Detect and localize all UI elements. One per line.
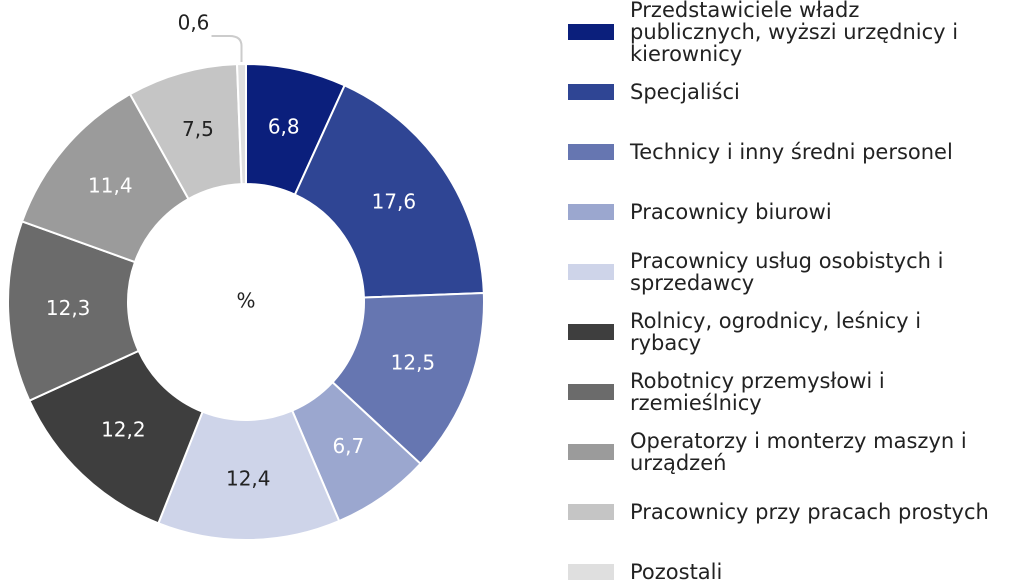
legend-label: Specjaliści <box>630 80 740 104</box>
legend-item: Pracownicy przy pracach prostych <box>568 501 1013 523</box>
legend-swatch <box>568 264 614 280</box>
chart: 6,8 17,6 12,5 6,7 12,4 12,2 12,3 11,4 7,5 0,6% <box>7 11 485 541</box>
legend-swatch <box>568 324 614 340</box>
legend-swatch <box>568 84 614 100</box>
legend-item: Technicy i inny średni personel <box>568 141 1013 163</box>
data-label: 6,7 <box>332 434 364 458</box>
legend-swatch <box>568 444 614 460</box>
leader-line <box>211 35 243 63</box>
data-label: 11,4 <box>88 173 133 197</box>
legend-swatch <box>568 504 614 520</box>
data-label: 12,2 <box>101 417 146 441</box>
legend-label: Robotnicy przemysłowi i rzemieślnicy <box>630 369 885 415</box>
legend-swatch <box>568 144 614 160</box>
slice <box>235 62 247 186</box>
legend-label: Operatorzy i monterzy maszyn i urządzeń <box>630 429 967 475</box>
data-label: 6,8 <box>268 115 300 139</box>
legend-item: Rolnicy, ogrodnicy, leśnicy i rybacy <box>568 310 1013 354</box>
center-label: % <box>236 289 255 313</box>
legend-item: Specjaliści <box>568 81 1013 103</box>
legend-item: Pracownicy biurowi <box>568 201 1013 223</box>
legend-swatch <box>568 24 614 40</box>
legend-item: Przedstawiciele władz publicznych, wyższ… <box>568 0 1013 65</box>
legend-item: Pozostali <box>568 561 1013 581</box>
legend-label: Pracownicy usług osobistych i sprzedawcy <box>630 249 944 295</box>
slice <box>28 349 204 525</box>
data-label: 17,6 <box>372 189 417 213</box>
data-label: 12,3 <box>46 296 91 320</box>
legend-label: Rolnicy, ogrodnicy, leśnicy i rybacy <box>630 309 922 355</box>
data-label: 12,5 <box>391 350 436 374</box>
legend-swatch <box>568 564 614 580</box>
data-label: 12,4 <box>226 466 271 490</box>
legend-label: Technicy i inny średni personel <box>630 140 953 164</box>
legend-item: Operatorzy i monterzy maszyn i urządzeń <box>568 430 1013 474</box>
legend-label: Pozostali <box>630 560 723 581</box>
legend-label: Pracownicy biurowi <box>630 200 832 224</box>
legend-item: Pracownicy usług osobistych i sprzedawcy <box>568 250 1013 294</box>
data-label: 7,5 <box>182 117 214 141</box>
slice <box>293 84 485 299</box>
legend-label: Pracownicy przy pracach prostych <box>630 500 989 524</box>
legend-swatch <box>568 384 614 400</box>
legend-swatch <box>568 204 614 220</box>
legend-item: Robotnicy przemysłowi i rzemieślnicy <box>568 370 1013 414</box>
legend-label: Przedstawiciele władz publicznych, wyższ… <box>630 0 959 66</box>
data-label: 0,6 <box>178 11 210 35</box>
